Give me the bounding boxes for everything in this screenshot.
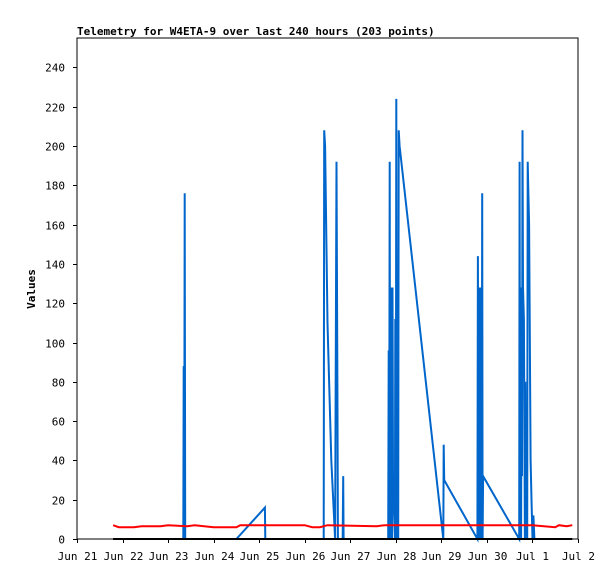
chart-title: Telemetry for W4ETA-9 over last 240 hour… [77, 25, 435, 38]
y-tick-label: 160 [45, 220, 65, 233]
x-tick-label: Jun 28 [377, 550, 417, 563]
y-tick-label: 40 [52, 455, 65, 468]
y-tick-label: 200 [45, 141, 65, 154]
x-tick-label: Jun 30 [468, 550, 508, 563]
y-tick-label: 120 [45, 298, 65, 311]
y-tick-label: 0 [58, 534, 65, 547]
y-tick-label: 240 [45, 62, 65, 75]
x-tick-label: Jul 1 [516, 550, 549, 563]
x-tick-label: Jun 27 [331, 550, 371, 563]
y-axis-label: Values [25, 269, 38, 309]
series-line-1 [182, 98, 536, 543]
series-line-2 [112, 524, 573, 529]
x-tick-label: Jun 24 [195, 550, 235, 563]
x-tick-label: Jun 22 [104, 550, 144, 563]
y-tick-label: 140 [45, 259, 65, 272]
y-tick-label: 180 [45, 180, 65, 193]
x-tick-label: Jun 25 [240, 550, 280, 563]
y-tick-label: 60 [52, 416, 65, 429]
y-tick-label: 220 [45, 102, 65, 115]
x-tick-label: Jun 29 [422, 550, 462, 563]
y-tick-label: 20 [52, 495, 65, 508]
x-tick-label: Jun 26 [286, 550, 326, 563]
x-tick-label: Jul 2 [562, 550, 595, 563]
x-tick-label: Jun 23 [149, 550, 189, 563]
x-tick-label: Jun 21 [58, 550, 98, 563]
y-tick-label: 80 [52, 377, 65, 390]
y-tick-label: 100 [45, 338, 65, 351]
